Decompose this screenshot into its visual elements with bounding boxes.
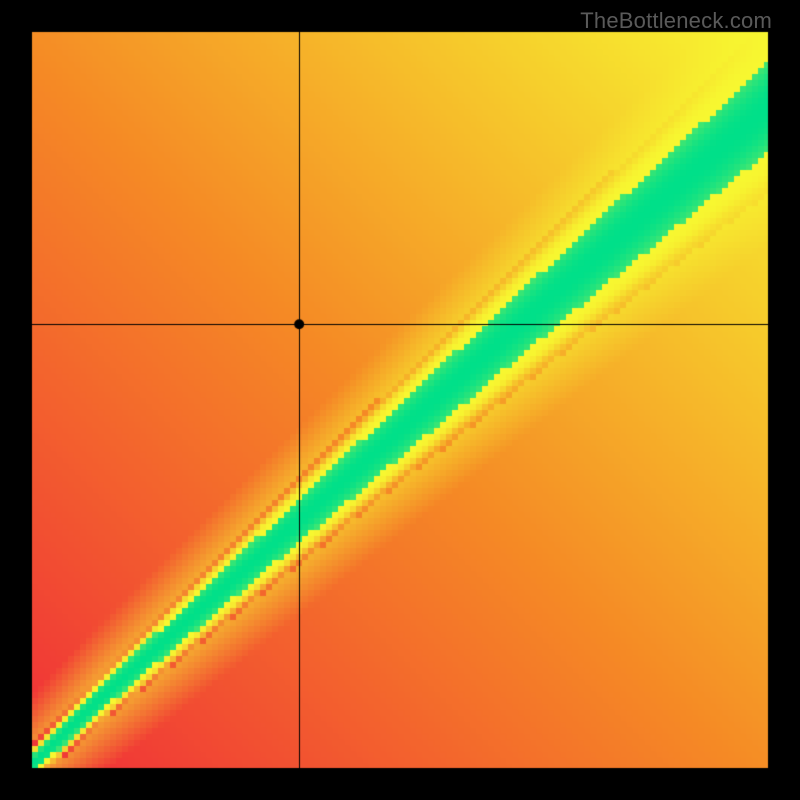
bottleneck-heatmap <box>0 0 800 800</box>
watermark-text: TheBottleneck.com <box>580 8 772 34</box>
chart-container: TheBottleneck.com <box>0 0 800 800</box>
